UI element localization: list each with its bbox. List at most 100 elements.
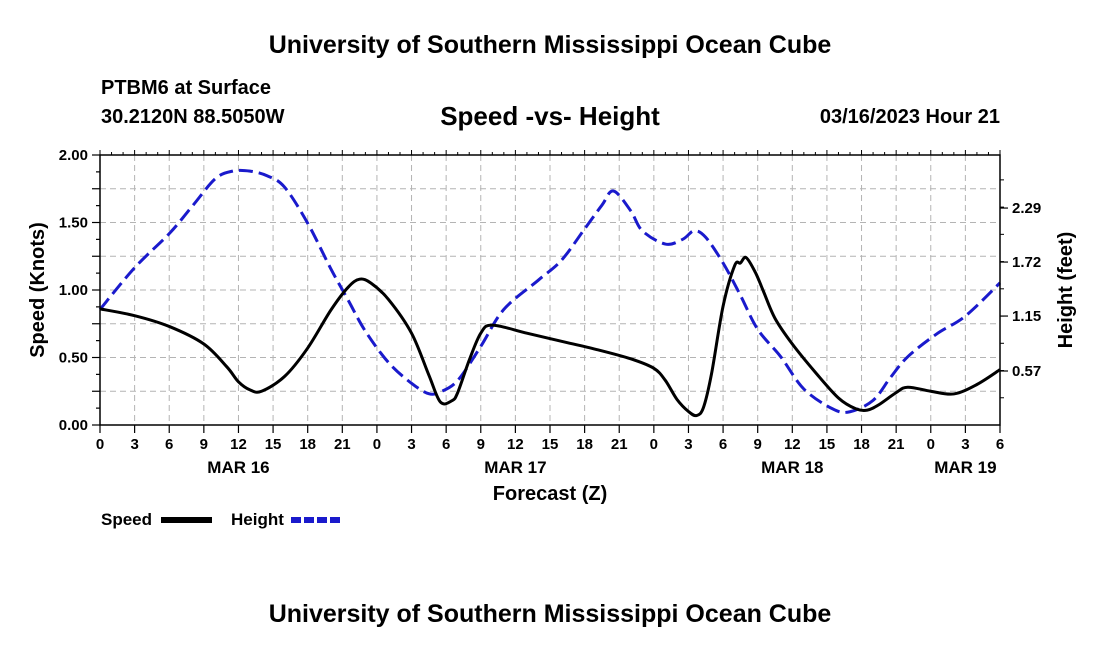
- data-point-height: [306, 222, 309, 225]
- data-point-speed: [754, 271, 757, 274]
- data-point-height: [537, 279, 540, 282]
- data-point-speed: [491, 324, 494, 327]
- data-point-speed: [329, 309, 332, 312]
- x-tick-label: 9: [200, 436, 208, 453]
- data-point-height: [849, 410, 852, 413]
- data-point-height: [347, 298, 350, 301]
- data-point-height: [664, 243, 667, 246]
- data-point-speed: [450, 399, 453, 402]
- data-point-height: [831, 407, 834, 410]
- x-tick-label: 12: [784, 436, 801, 453]
- data-point-height: [387, 361, 390, 364]
- data-point-height: [283, 186, 286, 189]
- data-point-height: [872, 399, 875, 402]
- data-point-height: [410, 382, 413, 385]
- data-point-height: [906, 355, 909, 358]
- y-left-tick-label: 1.50: [59, 215, 88, 232]
- data-point-speed: [652, 367, 655, 370]
- data-point-speed: [837, 397, 840, 400]
- legend-height-label: Height: [231, 510, 284, 529]
- data-point-height: [560, 259, 563, 262]
- series-line-height: [98, 168, 1002, 414]
- speed-height-chart: 0.00 0.50 1.00 1.50 2.00 0.57 1.15 1.72 2.29 0 3…: [27, 147, 1077, 529]
- data-point-speed: [702, 406, 705, 409]
- data-point-height: [600, 204, 603, 207]
- x-tick-label: 18: [853, 436, 870, 453]
- data-point-speed: [929, 390, 932, 393]
- data-point-speed: [906, 386, 909, 389]
- day-label: MAR 17: [484, 458, 546, 477]
- data-point-height: [502, 308, 505, 311]
- data-point-height: [479, 345, 482, 348]
- data-point-speed: [439, 401, 442, 404]
- data-point-speed: [877, 403, 880, 406]
- x-tick-label: 6: [442, 436, 450, 453]
- x-tick-label: 18: [576, 436, 593, 453]
- y-right-tick-label: 0.57: [1012, 363, 1041, 380]
- y-axis-left-label: Speed (Knots): [27, 222, 49, 358]
- data-point-height: [964, 315, 967, 318]
- data-point-speed: [237, 380, 240, 383]
- data-point-speed: [306, 347, 309, 350]
- data-point-speed: [975, 383, 978, 386]
- x-tick-label: 12: [230, 436, 247, 453]
- data-point-speed: [710, 372, 713, 375]
- data-point-height: [681, 238, 684, 241]
- data-point-height: [693, 229, 696, 232]
- data-point-speed: [456, 391, 459, 394]
- series-layer: [98, 168, 1002, 418]
- data-point-height: [231, 170, 234, 173]
- x-tick-label: 0: [96, 436, 104, 453]
- data-point-speed: [739, 262, 742, 265]
- data-point-height: [629, 209, 632, 212]
- data-point-speed: [560, 340, 563, 343]
- data-point-speed: [410, 332, 413, 335]
- x-tick-label: 0: [650, 436, 658, 453]
- x-tick-label: 21: [334, 436, 351, 453]
- station-name: PTBM6 at Surface: [101, 77, 272, 99]
- x-tick-label: 6: [996, 436, 1004, 453]
- x-tick-label: 3: [130, 436, 138, 453]
- x-tick-label: 6: [719, 436, 727, 453]
- data-point-speed: [525, 332, 528, 335]
- data-point-speed: [664, 379, 667, 382]
- data-point-height: [456, 379, 459, 382]
- data-point-height: [439, 390, 442, 393]
- x-tick-label: 3: [407, 436, 415, 453]
- right-axis: 0.57 1.15 1.72 2.29: [1000, 179, 1041, 399]
- data-point-speed: [733, 264, 736, 267]
- top-title: University of Southern Mississippi Ocean…: [268, 31, 832, 59]
- data-point-speed: [762, 290, 765, 293]
- y-axis-right-label: Height (feet): [1055, 232, 1077, 349]
- data-point-height: [641, 229, 644, 232]
- data-point-speed: [387, 298, 390, 301]
- data-point-speed: [745, 256, 748, 259]
- data-point-speed: [895, 391, 898, 394]
- data-point-speed: [774, 317, 777, 320]
- data-point-height: [133, 266, 136, 269]
- data-point-height: [427, 392, 430, 395]
- x-tick-label: 12: [507, 436, 524, 453]
- y-right-tick-label: 2.29: [1012, 200, 1041, 217]
- x-tick-label: 21: [611, 436, 628, 453]
- data-point-speed: [347, 286, 350, 289]
- y-left-tick-label: 2.00: [59, 147, 88, 164]
- y-left-tick-label: 0.00: [59, 417, 88, 434]
- data-point-height: [583, 227, 586, 230]
- station-coordinates: 30.2120N 88.5050W: [101, 106, 285, 128]
- data-point-height: [329, 267, 332, 270]
- forecast-date: 03/16/2023 Hour 21: [819, 106, 1000, 128]
- data-point-speed: [595, 348, 598, 351]
- x-axis-label: Forecast (Z): [493, 483, 607, 505]
- data-point-speed: [629, 357, 632, 360]
- data-point-height: [779, 355, 782, 358]
- data-point-speed: [854, 407, 857, 410]
- x-tick-label: 15: [542, 436, 559, 453]
- data-point-speed: [133, 314, 136, 317]
- day-label: MAR 19: [934, 458, 996, 477]
- x-tick-label: 21: [888, 436, 905, 453]
- legend: Speed Height: [101, 510, 342, 529]
- data-point-height: [191, 205, 194, 208]
- data-point-speed: [260, 390, 263, 393]
- data-point-height: [266, 174, 269, 177]
